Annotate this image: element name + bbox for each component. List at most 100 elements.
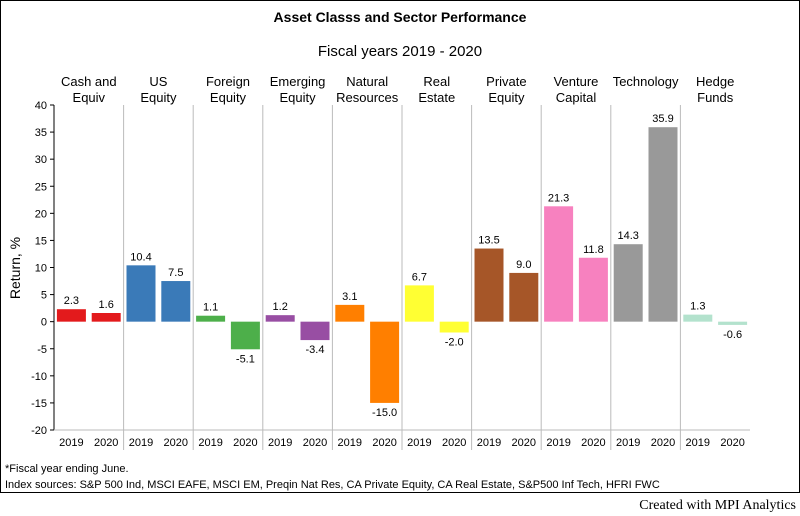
y-tick-label: -20 — [31, 425, 47, 437]
x-tick-label: 2019 — [59, 437, 83, 449]
chart-subtitle: Fiscal years 2019 - 2020 — [318, 43, 482, 60]
y-tick-label: -15 — [31, 398, 47, 410]
x-tick-label: 2019 — [129, 437, 153, 449]
category-label: Resources — [336, 90, 399, 105]
bar — [91, 313, 121, 322]
x-tick-label: 2019 — [338, 437, 362, 449]
x-tick-label: 2019 — [268, 437, 292, 449]
y-tick-label: 25 — [35, 181, 47, 193]
data-label: 9.0 — [516, 259, 531, 271]
bar — [335, 304, 365, 322]
category-label: US — [149, 74, 167, 89]
y-tick-label: 35 — [35, 127, 47, 139]
data-label: 35.9 — [652, 113, 673, 125]
category-label: Estate — [418, 90, 455, 105]
bar — [439, 321, 469, 333]
x-tick-label: 2020 — [581, 437, 605, 449]
bar — [544, 206, 574, 322]
y-tick-label: 40 — [35, 100, 47, 112]
bar — [718, 321, 748, 325]
x-tick-label: 2019 — [477, 437, 501, 449]
data-label: 1.1 — [203, 302, 218, 314]
bar — [230, 321, 260, 350]
y-tick-label: 30 — [35, 154, 47, 166]
data-label: -15.0 — [372, 407, 397, 419]
bar — [474, 248, 504, 322]
bar — [196, 315, 226, 322]
y-axis-label: Return, % — [7, 237, 23, 299]
bar — [578, 257, 608, 322]
bar — [648, 127, 678, 322]
data-label: 1.3 — [690, 301, 705, 313]
data-label: 11.8 — [583, 244, 604, 256]
bar — [509, 272, 539, 322]
bar — [161, 281, 191, 322]
y-tick-label: 20 — [35, 208, 47, 220]
data-label: 14.3 — [617, 230, 638, 242]
category-label: Foreign — [206, 74, 250, 89]
data-label: 13.5 — [478, 235, 499, 247]
data-label: -0.6 — [723, 329, 742, 341]
data-label: 3.1 — [342, 291, 357, 303]
category-label: Cash and — [61, 74, 117, 89]
x-tick-label: 2019 — [407, 437, 431, 449]
x-tick-label: 2019 — [546, 437, 570, 449]
bar — [126, 265, 156, 322]
data-label: 6.7 — [412, 271, 427, 283]
category-label: Equity — [210, 90, 247, 105]
bar — [265, 315, 295, 322]
x-tick-label: 2020 — [94, 437, 118, 449]
category-label: Real — [423, 74, 450, 89]
x-tick-label: 2020 — [512, 437, 536, 449]
footnote-fiscal-year: *Fiscal year ending June. — [5, 463, 129, 475]
x-tick-label: 2020 — [303, 437, 327, 449]
data-label: -5.1 — [236, 353, 255, 365]
category-label: Hedge — [696, 74, 734, 89]
category-label: Equiv — [73, 90, 106, 105]
x-tick-label: 2019 — [198, 437, 222, 449]
x-tick-label: 2020 — [720, 437, 744, 449]
y-tick-label: -10 — [31, 371, 47, 383]
y-tick-label: 10 — [35, 263, 47, 275]
category-label: Private — [486, 74, 526, 89]
x-tick-label: 2019 — [616, 437, 640, 449]
category-label: Emerging — [270, 74, 326, 89]
x-tick-label: 2020 — [372, 437, 396, 449]
footnote-index-sources: Index sources: S&P 500 Ind, MSCI EAFE, M… — [5, 479, 660, 491]
x-tick-label: 2020 — [442, 437, 466, 449]
data-label: -2.0 — [445, 337, 464, 349]
category-label: Funds — [697, 90, 734, 105]
y-tick-label: 0 — [41, 317, 47, 329]
category-label: Capital — [556, 90, 597, 105]
y-tick-label: -5 — [37, 344, 47, 356]
chart-title: Asset Classs and Sector Performance — [274, 9, 527, 25]
data-label: 21.3 — [548, 192, 569, 204]
data-label: 1.6 — [99, 299, 114, 311]
data-label: 2.3 — [64, 295, 79, 307]
category-label: Equity — [280, 90, 317, 105]
bar — [404, 285, 434, 322]
category-label: Technology — [613, 74, 679, 89]
bar — [56, 309, 86, 322]
y-tick-label: 15 — [35, 235, 47, 247]
y-tick-label: 5 — [41, 290, 47, 302]
bar — [683, 314, 713, 322]
category-label: Equity — [488, 90, 525, 105]
category-label: Equity — [140, 90, 177, 105]
x-tick-label: 2019 — [686, 437, 710, 449]
bar — [370, 321, 400, 403]
x-tick-label: 2020 — [164, 437, 188, 449]
x-tick-label: 2020 — [651, 437, 675, 449]
data-label: -3.4 — [306, 344, 325, 356]
category-label: Venture — [554, 74, 599, 89]
bar — [300, 321, 330, 341]
bar — [613, 244, 643, 322]
data-label: 1.2 — [273, 301, 288, 313]
credit-text: Created with MPI Analytics — [639, 498, 796, 513]
data-label: 7.5 — [168, 267, 183, 279]
plot-area: 40 35 30 25 20 15 10 5 0 -5 -10 -15 -20 Cash andEquiv… — [31, 74, 750, 450]
x-tick-label: 2020 — [233, 437, 257, 449]
category-label: Natural — [346, 74, 388, 89]
data-label: 10.4 — [130, 251, 151, 263]
